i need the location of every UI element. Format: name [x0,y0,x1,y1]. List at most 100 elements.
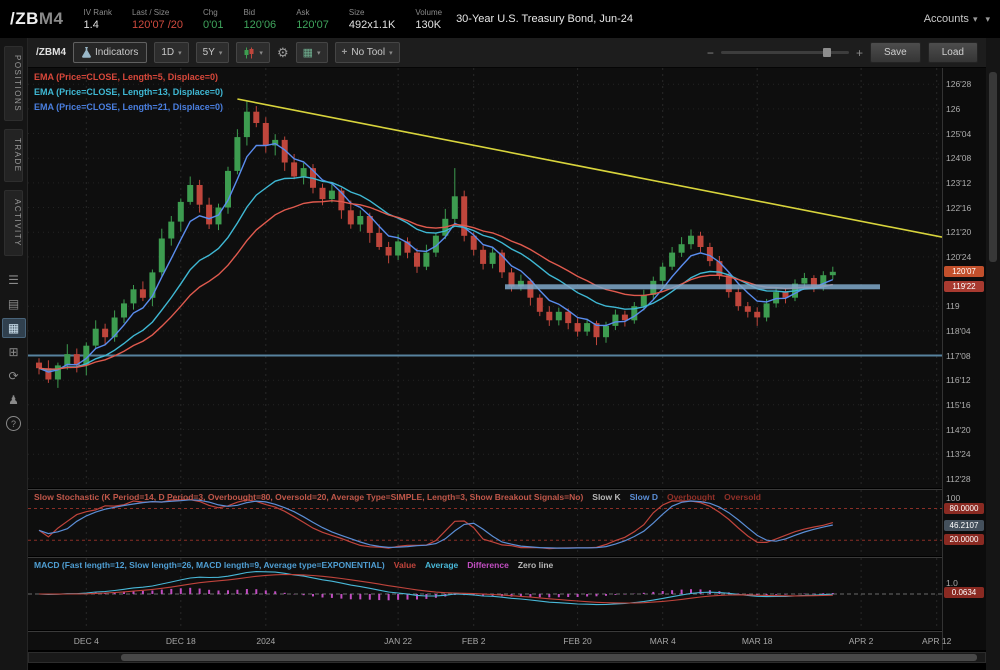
sidebar-tab-activity[interactable]: ACTIVITY [4,190,23,256]
time-tick-label: DEC 4 [74,636,99,646]
price-chart-canvas[interactable] [28,68,942,488]
stoch-legend-slow-d[interactable]: Slow D [630,492,658,502]
price-tick-label: 114'20 [946,425,971,435]
people-icon[interactable]: ♟ [2,390,26,410]
settings-gear-icon[interactable]: ⚙ [277,45,289,61]
help-icon[interactable]: ? [2,414,26,434]
stoch-legend-overbought[interactable]: Overbought [667,492,715,502]
candles [36,100,836,388]
ema-13-study-label[interactable]: EMA (Price=CLOSE, Length=13, Displace=0) [34,87,223,97]
stoch-value-bubble: 80.0000 [944,503,984,514]
quote-field-label: Bid [243,8,276,17]
quote-field-volume: Volume130K [415,8,442,31]
stoch-axis-label: 100 [946,493,960,503]
sidebar-tab-positions[interactable]: POSITIONS [4,46,23,121]
ema-21-study-label[interactable]: EMA (Price=CLOSE, Length=21, Displace=0) [34,102,223,112]
support-zone-line [505,284,880,289]
zoom-slider-thumb[interactable] [823,48,831,57]
price-tick-label: 116'12 [946,375,971,385]
macd-legend: MACD (Fast length=12, Slow length=26, MA… [34,560,553,570]
price-tick-label: 124'08 [946,153,971,163]
quote-field-value: 492x1.1K [349,19,395,31]
stochastic-study-label[interactable]: Slow Stochastic (K Period=14, D Period=3… [34,492,583,502]
panel-separator [28,557,986,558]
sidebar-tabs: POSITIONS TRADE ACTIVITY [4,38,23,256]
price-axis[interactable]: 126'28126125'04124'08123'12122'16121'201… [942,68,986,650]
horizontal-scrollbar[interactable] [28,652,986,663]
quote-field-value: 120'07 /20 [132,19,183,31]
header-collapse-button[interactable]: ▾ [985,14,990,25]
save-button[interactable]: Save [870,42,921,63]
price-tick-label: 126'28 [946,79,971,89]
apps-grid-icon[interactable]: ⊞ [2,342,26,362]
macd-legend-difference[interactable]: Difference [467,560,509,570]
sidebar-tab-trade[interactable]: TRADE [4,129,23,182]
range-dropdown[interactable]: 5Y▾ [196,42,230,63]
macd-legend-value[interactable]: Value [394,560,416,570]
zoom-controls: − + [707,46,863,60]
accounts-menu[interactable]: Accounts▾ [924,13,978,25]
ema-5-study-label[interactable]: EMA (Price=CLOSE, Length=5, Displace=0) [34,72,223,82]
indicators-label: Indicators [95,47,138,58]
charts-icon[interactable]: ▦ [2,318,26,338]
indicators-button[interactable]: Indicators [73,42,147,63]
zoom-out-button[interactable]: − [707,46,714,60]
quote-header: /ZBM4 IV Rank1.4Last / Size120'07 /20Chg… [0,0,1000,38]
macd-value-bubble: 0.0634 [944,587,984,598]
stoch-legend-slow-k[interactable]: Slow K [592,492,620,502]
stoch-value-bubble: 20.0000 [944,534,984,545]
charts-icon: ▦ [8,321,19,335]
symbol-contract: M4 [39,9,64,28]
left-sidebar: POSITIONS TRADE ACTIVITY ☰ ▤ ▦ ⊞ ⟳ ♟? [0,38,28,670]
orders-list-icon: ☰ [8,273,19,287]
macd-legend-zero-line[interactable]: Zero line [518,560,553,570]
zoom-slider[interactable] [721,51,849,54]
refresh-icon: ⟳ [8,369,18,383]
orders-list-icon[interactable]: ☰ [2,270,26,290]
watchlist-icon[interactable]: ▤ [2,294,26,314]
help-icon: ? [6,416,21,431]
time-tick-label: APR 2 [849,636,874,646]
price-tick-label: 126 [946,104,960,114]
load-button[interactable]: Load [928,42,978,63]
drawing-tool-value: No Tool [351,47,385,58]
panel-separator [28,489,986,490]
instrument-description: 30-Year U.S. Treasury Bond, Jun-24 [456,13,633,25]
time-tick-label: FEB 20 [563,636,591,646]
vertical-scrollbar[interactable] [986,38,1000,670]
quote-field-value: 1.4 [84,19,112,31]
macd-axis-label: 1.0 [946,578,958,588]
stochastic-legend: Slow Stochastic (K Period=14, D Period=3… [34,492,761,502]
refresh-icon[interactable]: ⟳ [2,366,26,386]
ema-5-line [39,144,833,372]
grid-layout-dropdown[interactable]: ▦▾ [296,42,328,63]
chart-toolbar: /ZBM4 Indicators 1D▾ 5Y▾ ▾ ⚙ ▦▾ +No Tool… [28,38,986,68]
zoom-in-button[interactable]: + [856,46,863,60]
price-tick-label: 121'20 [946,227,971,237]
crosshair-icon: + [342,47,348,58]
people-icon: ♟ [8,393,19,407]
time-tick-label: JAN 22 [384,636,412,646]
price-tick-label: 118'04 [946,326,971,336]
horizontal-scrollbar-thumb[interactable] [121,654,977,661]
macd-legend-average[interactable]: Average [425,560,458,570]
sidebar-icons: ☰ ▤ ▦ ⊞ ⟳ ♟? [2,270,26,434]
time-axis[interactable]: DEC 4DEC 182024JAN 22FEB 2FEB 20MAR 4MAR… [28,632,942,650]
vertical-scrollbar-thumb[interactable] [989,72,997,262]
quote-field-value: 120'07 [296,19,329,31]
grid-icon: ▦ [303,46,313,59]
chart-type-dropdown[interactable]: ▾ [236,42,270,63]
accounts-label: Accounts [924,13,969,25]
symbol-title: /ZBM4 [10,9,64,29]
stoch-legend-oversold[interactable]: Oversold [724,492,761,502]
drawing-tool-dropdown[interactable]: +No Tool▾ [335,42,400,63]
macd-study-label[interactable]: MACD (Fast length=12, Slow length=26, MA… [34,560,385,570]
chevron-down-icon: ▾ [259,49,263,57]
level-price-bubble: 119'22 [944,281,984,292]
price-tick-label: 112'28 [946,474,971,484]
timeframe-dropdown[interactable]: 1D▾ [154,42,188,63]
time-tick-label: DEC 18 [166,636,196,646]
chevron-down-icon: ▾ [985,14,990,24]
price-panel[interactable] [28,68,942,488]
macd-average-line [39,575,833,604]
